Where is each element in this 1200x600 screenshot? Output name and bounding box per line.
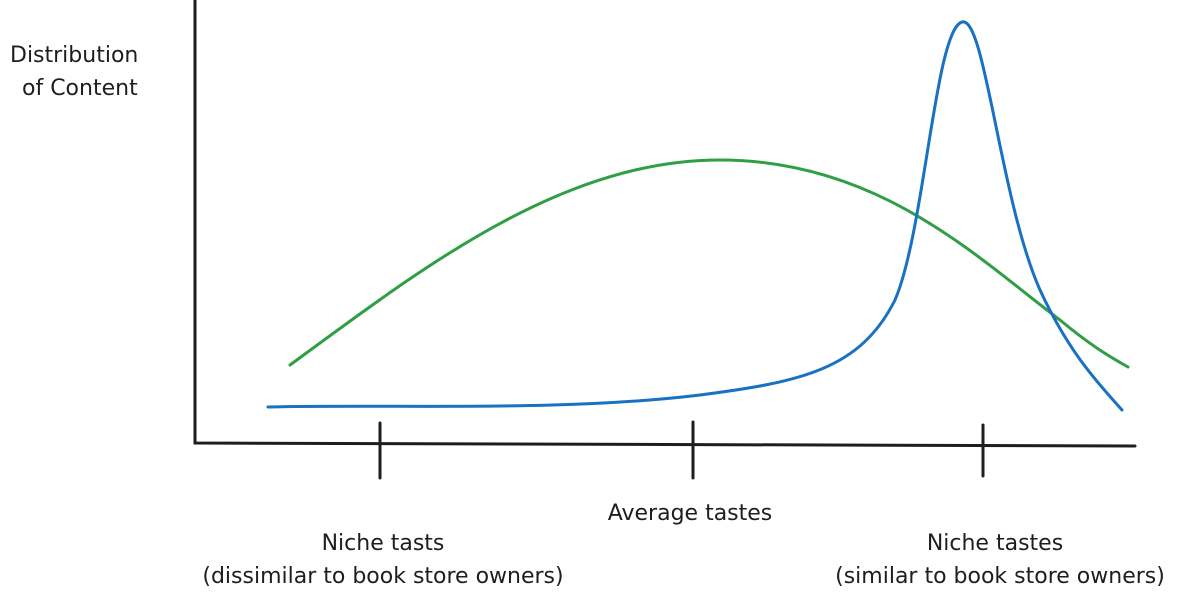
x-label: Niche tastes <box>927 531 1063 556</box>
green-curve <box>288 158 1130 369</box>
x-label: (dissimilar to book store owners) <box>202 564 563 589</box>
x-label: (similar to book store owners) <box>835 564 1165 589</box>
x-label: Niche tasts <box>322 531 445 556</box>
blue-curve <box>266 20 1124 412</box>
axes <box>193 0 1137 448</box>
y-axis-label: Distribution <box>10 43 138 68</box>
x-label: Average tastes <box>608 501 773 526</box>
y-axis-label: of Content <box>22 76 138 101</box>
